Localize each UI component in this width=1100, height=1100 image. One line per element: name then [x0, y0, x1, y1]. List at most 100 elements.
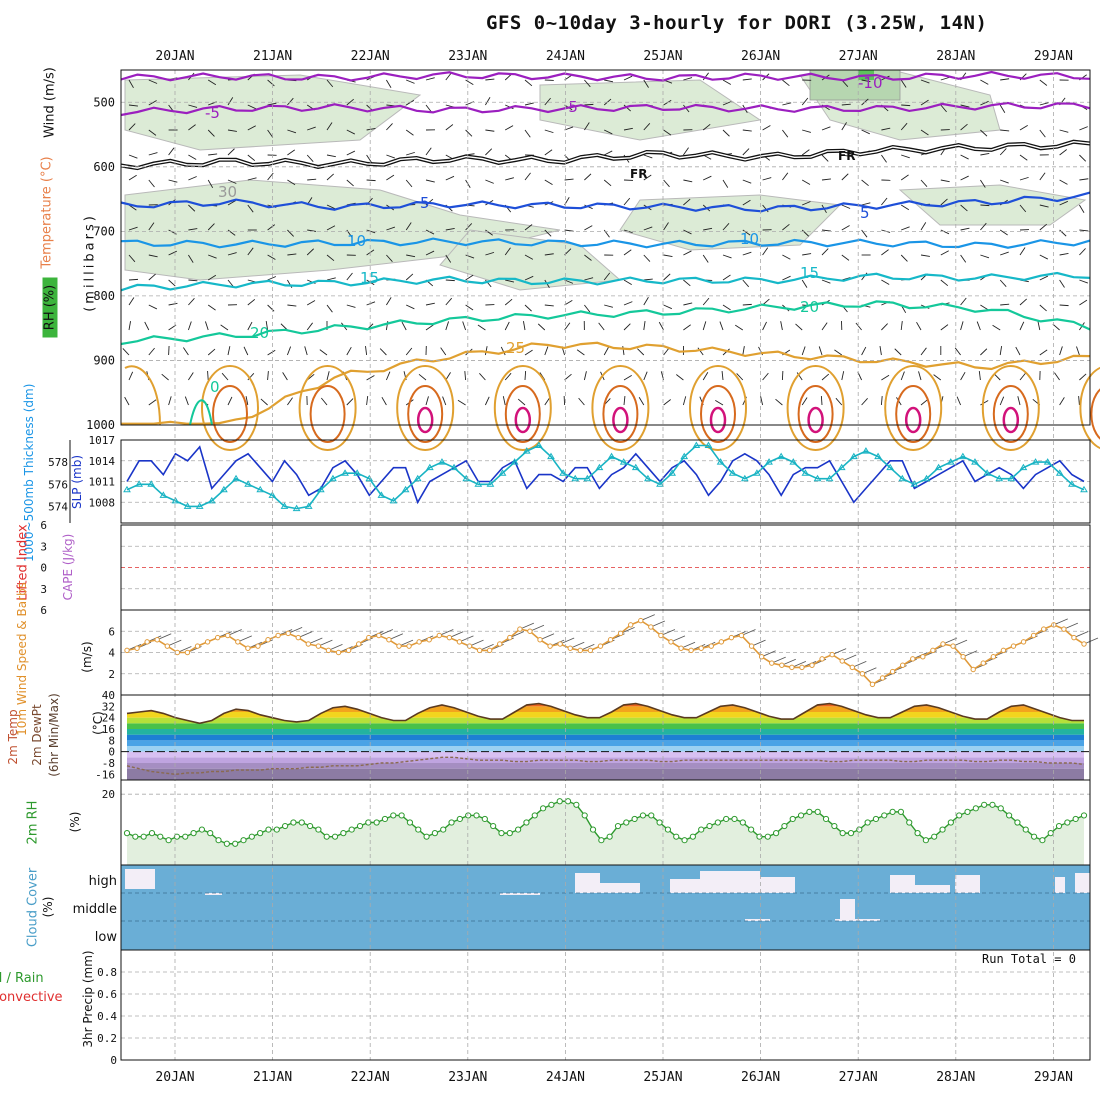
temp-tick-label: 0	[108, 746, 115, 759]
wind-barb	[920, 179, 928, 187]
wind-barb	[736, 373, 744, 381]
cloud-clear-block	[835, 919, 880, 921]
pressure-tick-label: 700	[93, 224, 115, 238]
contour-label: 5	[420, 194, 430, 212]
wind-barb	[920, 254, 930, 257]
wind-speed-marker	[1061, 626, 1067, 632]
wind-barb	[326, 173, 334, 181]
rh-marker	[498, 830, 505, 837]
wind-barb	[920, 129, 929, 136]
wind-barb	[124, 396, 130, 406]
wind-barb	[247, 177, 257, 181]
wind-barb	[524, 370, 527, 381]
wind-speed-marker	[245, 645, 251, 651]
wind-barb	[841, 103, 851, 106]
wind-barb	[502, 396, 506, 406]
date-label-bottom: 28JAN	[936, 1070, 975, 1085]
wind-barb	[879, 346, 882, 356]
wind-barb	[267, 224, 276, 231]
cloud-layer-label: middle	[73, 902, 117, 917]
precip-tick-label: 0	[110, 1054, 117, 1067]
wind-barb	[722, 101, 732, 106]
wind-barb	[719, 321, 724, 331]
wind-barb	[207, 179, 214, 189]
wind-barb	[1039, 304, 1047, 312]
wind-barb	[980, 79, 989, 85]
rh-marker	[656, 819, 663, 826]
wind-tick-label: 2	[108, 668, 115, 681]
date-label-top: 26JAN	[741, 49, 780, 64]
thickness-marker	[765, 458, 773, 465]
contour-label: FR	[838, 149, 855, 163]
wind-speed-marker	[658, 632, 664, 639]
rh-axis-label: RH (%)	[42, 277, 58, 338]
wind-barb	[505, 279, 515, 283]
wind-barb	[940, 104, 947, 113]
rh-marker	[223, 840, 230, 847]
wind-barb	[702, 372, 709, 381]
thickness-marker	[522, 447, 531, 454]
thickness-marker	[280, 502, 289, 509]
wind-speed-marker	[1030, 632, 1037, 639]
wind-barb	[940, 76, 950, 81]
wind-barb	[780, 321, 783, 331]
thickness-marker	[547, 452, 555, 460]
wind-barb	[603, 150, 613, 156]
wind-barb	[465, 274, 474, 281]
wind-barb	[505, 177, 515, 181]
wind-barb	[762, 204, 769, 213]
wind-speed-marker	[769, 660, 775, 666]
wind-barb	[462, 321, 467, 331]
contour-label: -10	[858, 74, 883, 92]
run-total-label: Run Total = 0	[982, 952, 1076, 966]
wind-barb	[208, 153, 218, 156]
rh2m-unit-label: (%)	[68, 811, 82, 833]
wind-barb	[247, 373, 255, 381]
temp-contour	[895, 385, 932, 443]
wind-barb	[762, 125, 771, 131]
wind-barb	[168, 179, 178, 183]
wind-barb	[564, 299, 573, 306]
wind-speed-marker	[214, 634, 221, 641]
rh-marker	[365, 819, 372, 826]
wind-barb	[960, 297, 967, 306]
wind-speed-marker	[789, 664, 795, 671]
wind-barb	[425, 104, 432, 113]
wind-barb	[306, 300, 316, 306]
rh-marker	[806, 808, 813, 815]
thickness-marker	[123, 485, 131, 493]
wind-speed-marker	[537, 637, 543, 643]
rh-marker	[548, 801, 555, 808]
wind-barb	[346, 98, 354, 106]
thickness-marker	[1043, 458, 1052, 465]
wind-speed-marker	[869, 681, 876, 688]
cloud-clear-block	[125, 869, 155, 889]
wind-barb	[464, 370, 467, 381]
thickness-marker	[1080, 485, 1088, 493]
wind-speed-marker	[617, 630, 624, 637]
temp-contour	[514, 406, 532, 434]
contour-label: 15	[800, 264, 819, 282]
rh-marker	[947, 819, 954, 826]
wind-barb	[504, 321, 510, 331]
wind-barb	[267, 172, 274, 181]
wind-barb	[742, 148, 750, 156]
wind-barb	[406, 254, 416, 258]
temp-tick-label: -8	[102, 757, 115, 770]
wind-barb	[243, 346, 249, 356]
wind-barb	[161, 373, 169, 381]
wind-barb	[148, 254, 158, 258]
thickness-marker	[220, 485, 228, 493]
wind-barb	[445, 72, 452, 81]
temp-line	[126, 702, 1084, 725]
wind-speed-marker	[567, 645, 573, 651]
wind-barb	[1000, 303, 1010, 306]
wind-barb	[920, 99, 929, 106]
thickness-marker	[232, 474, 240, 482]
thickness-marker	[704, 441, 713, 449]
wind-barb	[900, 174, 909, 181]
wind-barb	[287, 97, 294, 106]
wind-barb	[306, 322, 313, 331]
wind-barb	[564, 74, 573, 81]
rh-marker	[789, 815, 796, 823]
